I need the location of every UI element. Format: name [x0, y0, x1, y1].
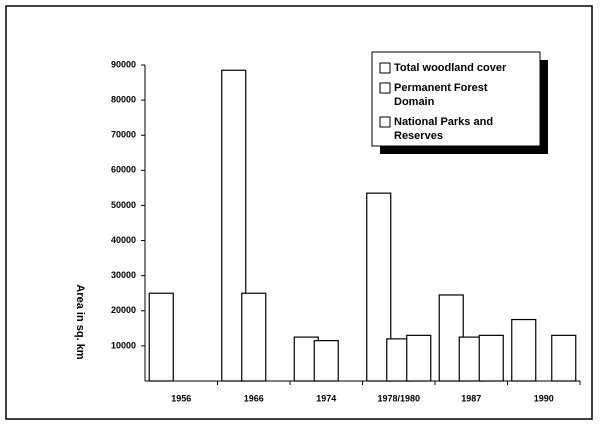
bar	[221, 69, 247, 382]
legend-swatch	[379, 62, 391, 74]
legend-text: Permanent Forest Domain	[394, 82, 488, 108]
legend-text: Total woodland cover	[394, 62, 507, 74]
legend-swatch	[379, 82, 391, 94]
y-axis-label: Area in sq. km	[74, 284, 86, 359]
x-tick-label: 1966	[244, 393, 264, 403]
y-tick-label: 50000	[111, 200, 136, 210]
y-tick-label: 60000	[111, 165, 136, 175]
bar	[478, 334, 504, 382]
x-tick-label: 1974	[316, 393, 336, 403]
bar	[366, 192, 392, 382]
x-tick-label: 1990	[534, 393, 554, 403]
x-tick-label: 1978/1980	[377, 393, 420, 403]
x-tick-label: 1956	[171, 393, 191, 403]
y-tick-label: 70000	[111, 130, 136, 140]
x-tick-label: 1987	[461, 393, 481, 403]
frame	[5, 5, 593, 420]
legend-text: National Parks and Reserves	[394, 116, 493, 142]
y-tick-label: 10000	[111, 340, 136, 350]
legend-box	[371, 51, 541, 147]
bar	[551, 334, 577, 382]
bar	[406, 334, 432, 382]
y-tick-label: 40000	[111, 235, 136, 245]
bar	[148, 292, 174, 382]
bar	[511, 318, 537, 382]
bar	[241, 292, 267, 382]
bar	[313, 340, 339, 382]
y-tick-label: 30000	[111, 270, 136, 280]
y-tick-label: 20000	[111, 305, 136, 315]
legend-swatch	[379, 116, 391, 128]
y-tick-label: 80000	[111, 94, 136, 104]
y-tick-label: 90000	[111, 59, 136, 69]
